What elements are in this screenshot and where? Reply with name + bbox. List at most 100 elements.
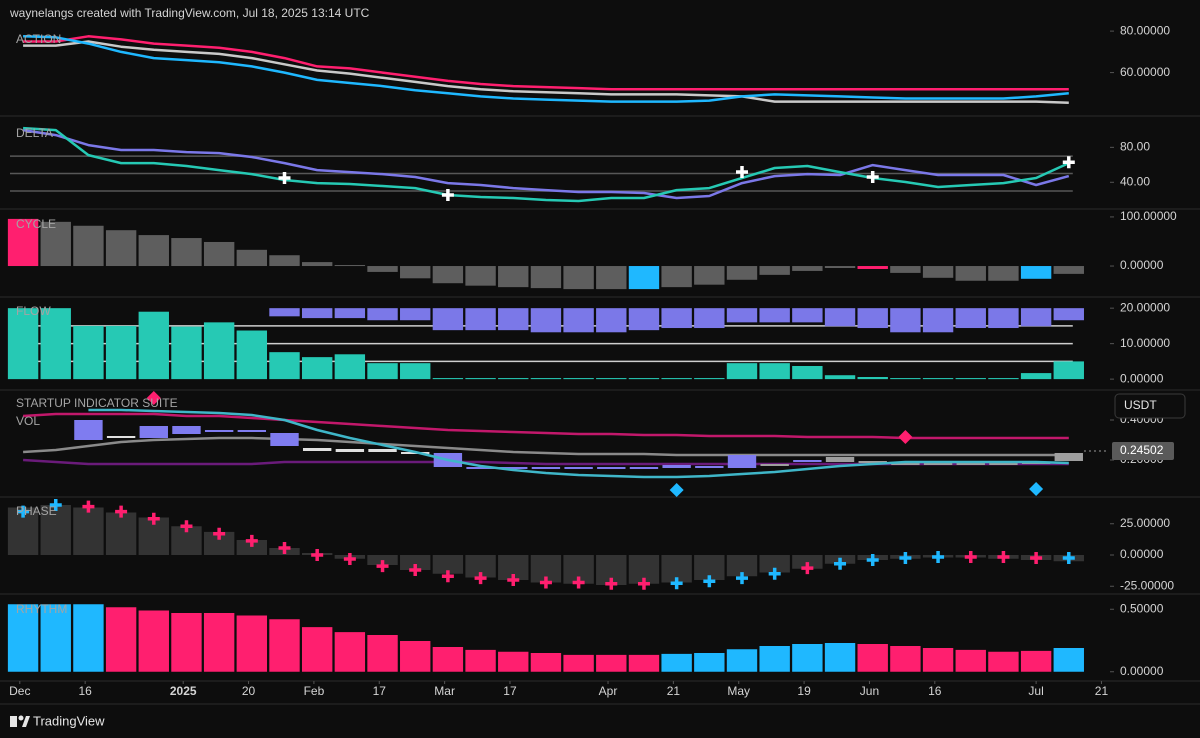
candle-body [825,457,855,462]
bar [73,225,104,267]
cross-marker [278,542,291,554]
bar [792,266,823,271]
brand-name: TradingView [33,713,105,728]
bar [955,649,986,672]
bar [530,378,562,380]
last-value-label: 0.24502 [1120,443,1164,457]
candle-body [74,420,103,440]
cross-marker [768,567,781,580]
bar [1020,308,1052,327]
bar [269,619,300,672]
bar [726,363,758,380]
line-series [23,412,1069,440]
cross-marker [670,577,683,590]
bar [400,266,431,279]
x-tick-label: 21 [1095,684,1109,698]
candle-body [629,467,659,469]
cross-marker [17,505,30,518]
bar [759,555,790,573]
bar [40,308,71,380]
cross-marker [409,564,422,576]
bar [661,266,692,288]
bar [203,322,235,380]
bar [498,308,529,331]
cross-marker [997,551,1010,563]
cross-marker [376,560,389,573]
candle-body [466,467,495,469]
candle-body [760,464,789,466]
bar [922,266,954,278]
cross-marker [539,576,552,589]
bar [301,308,333,319]
candle-body [727,455,757,468]
candle-body [956,463,985,465]
currency-box [1114,393,1186,419]
line-series [23,436,1069,457]
bar [236,615,268,672]
bar [301,262,333,267]
bar [890,378,921,380]
y-tick-label: -25.00000 [1120,578,1174,592]
bar [367,266,398,272]
bar [1020,266,1052,279]
candle-body [270,433,299,446]
bar [432,266,464,284]
bar [400,363,431,380]
cross-marker [507,574,520,586]
bar [759,363,790,380]
x-tick-label: 21 [667,684,681,698]
bar [301,627,333,672]
y-tick-label: 0.00000 [1120,547,1164,561]
pane-title: PHASE [16,504,57,518]
y-tick-label: 0.00000 [1120,258,1164,272]
logo-part [10,716,17,727]
cross-marker [899,552,912,564]
bar [432,555,464,574]
cross-marker [311,549,324,561]
bar [694,378,725,380]
bar [105,607,137,672]
bar [824,375,856,380]
bar [7,604,39,672]
bar [400,641,431,672]
x-tick-label: May [727,684,750,698]
bar [73,507,104,555]
cross-marker [278,172,291,185]
bar [726,308,758,323]
candle-body [499,467,528,469]
bar [432,308,464,331]
bar [269,255,300,267]
bar [988,378,1019,380]
cross-marker [1062,552,1075,564]
bar [922,378,954,380]
bar [105,325,137,380]
bar [955,308,986,329]
candle-body [139,426,168,438]
pane-title: STARTUP INDICATOR SUITE [16,396,178,410]
x-tick-label: Dec [9,684,30,698]
cross-marker [801,562,814,575]
candle-body [564,467,593,469]
bar [792,366,823,380]
cross-marker [82,500,95,513]
bar [171,238,202,267]
pane-title: ACTION [16,32,61,46]
bar [955,378,986,380]
cross-marker [932,551,945,563]
bar [596,308,627,333]
candle-body [335,449,365,452]
candle-body [172,426,201,434]
candle-body [695,466,724,468]
candle-body [891,463,920,465]
x-tick-label: 17 [373,684,387,698]
candle-body [1054,453,1083,461]
bar [759,266,790,275]
bar [236,330,268,380]
bar [7,218,39,267]
cross-marker [736,166,748,179]
brand-logo [10,715,30,727]
cross-marker [245,534,258,547]
line-series [23,35,1069,91]
candle-body [204,430,234,432]
